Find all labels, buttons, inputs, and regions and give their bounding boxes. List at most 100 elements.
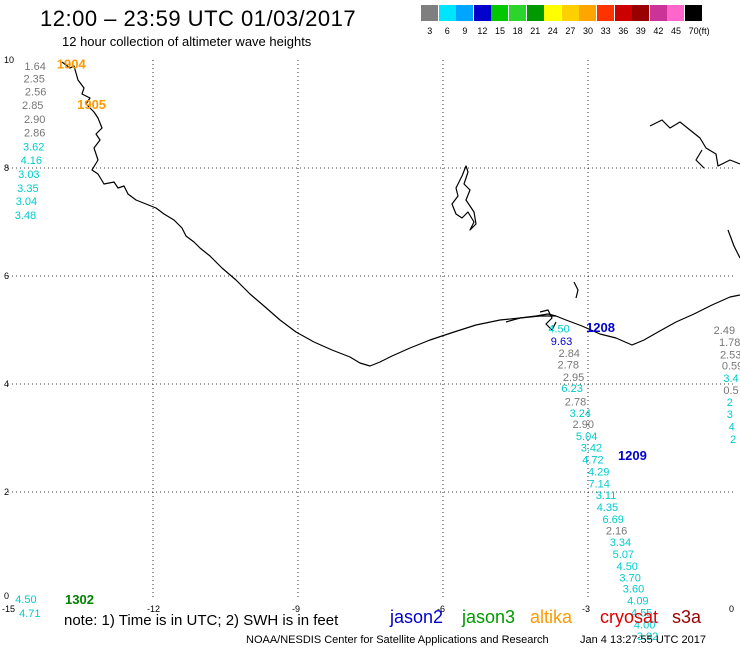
wave-reading: 6.69 <box>603 514 624 526</box>
wave-reading: 2.85 <box>22 100 43 112</box>
scale-swatch-12 <box>473 5 491 21</box>
y-tick-label: 2 <box>4 487 9 497</box>
wave-reading: 3.4 <box>723 373 738 385</box>
wave-reading: 3.03 <box>18 169 39 181</box>
wave-reading: 7.14 <box>588 478 609 490</box>
coastline-benin-fragments <box>695 149 705 169</box>
wave-reading: 2.95 <box>563 372 584 384</box>
wave-reading: 2.35 <box>23 73 44 85</box>
wave-reading: 4.72 <box>582 455 603 467</box>
pass-time-label: 1905 <box>77 97 106 112</box>
wave-reading: 4.09 <box>627 596 648 608</box>
wave-reading: 3.60 <box>623 584 644 596</box>
wave-reading: 3.70 <box>619 572 640 584</box>
wave-reading: 5.04 <box>576 431 597 443</box>
x-tick-label: -3 <box>582 604 590 614</box>
scale-swatch-24 <box>544 5 562 21</box>
scale-label-70: 70 <box>688 26 699 36</box>
scale-swatch-42 <box>649 5 667 21</box>
scale-label-6: 6 <box>444 26 450 36</box>
scale-swatch-70 <box>685 5 702 21</box>
scale-label-27: 27 <box>565 26 576 36</box>
y-tick-label: 4 <box>4 379 9 389</box>
wave-reading: 3.92 <box>637 631 658 643</box>
wave-reading: 6.23 <box>561 383 582 395</box>
scale-label-45: 45 <box>671 26 682 36</box>
wave-reading: 4.50 <box>15 594 36 606</box>
scale-swatch-36 <box>614 5 632 21</box>
wave-reading: 0.5 <box>723 385 738 397</box>
satellite-jason3: jason3 <box>462 607 516 627</box>
wave-reading: 3.11 <box>596 490 617 502</box>
wave-reading: 2.78 <box>558 360 579 372</box>
wave-reading: 3.42 <box>581 443 602 455</box>
wave-reading: 2 <box>730 434 736 446</box>
scale-swatch-6 <box>438 5 456 21</box>
credit: NOAA/NESDIS Center for Satellite Applica… <box>246 634 549 646</box>
wave-reading: 3 <box>727 409 733 421</box>
pass-time-labels: 1904 1905 1208 1209 1302 <box>57 56 647 607</box>
scale-swatch-18 <box>509 5 526 21</box>
wave-reading: 4.71 <box>19 608 40 620</box>
wave-reading: 1.64 <box>24 61 45 73</box>
wave-reading: 3.04 <box>16 196 37 208</box>
scale-swatch-9 <box>456 5 474 21</box>
note: note: 1) Time is in UTC; 2) SWH is in fe… <box>64 612 339 629</box>
pass-time-label: 1904 <box>57 56 87 71</box>
wave-reading: 4.55 <box>631 607 652 619</box>
wave-reading: 9.63 <box>551 336 572 348</box>
scale-label-18: 18 <box>512 26 523 36</box>
x-tick-label: -9 <box>292 604 300 614</box>
y-tick-label: 0 <box>4 591 9 601</box>
wave-reading: 2.90 <box>24 114 45 126</box>
scale-label-3: 3 <box>427 26 433 36</box>
pass-time-label: 1208 <box>586 320 615 335</box>
wave-reading: 4.35 <box>597 502 618 514</box>
wave-reading: 3.35 <box>17 183 38 195</box>
scale-swatch-39 <box>632 5 650 21</box>
scale-swatch-30 <box>579 5 597 21</box>
x-tick-label: -12 <box>147 604 160 614</box>
scale-label-9: 9 <box>462 26 468 36</box>
wave-reading: 4.00 <box>634 619 655 631</box>
coastline-east-fragment <box>727 229 740 259</box>
satellite-jason2: jason2 <box>390 607 444 627</box>
scale-label-15: 15 <box>495 26 506 36</box>
wave-reading: 4 <box>729 422 735 434</box>
wave-reading: 3.62 <box>23 141 44 153</box>
wave-reading: 2.84 <box>559 348 580 360</box>
coastline-lake-volta <box>451 165 477 231</box>
wave-reading: 2.16 <box>606 525 627 537</box>
y-tick-label: 6 <box>4 271 9 281</box>
x-tick-label: -6 <box>437 604 445 614</box>
scale-label-24: 24 <box>547 26 558 36</box>
scale-label-33: 33 <box>600 26 611 36</box>
scale-swatch-33 <box>597 5 614 21</box>
timestamp: Jan 4 13:27:55 UTC 2017 <box>580 634 706 646</box>
wave-reading: 3.34 <box>610 537 631 549</box>
satellite-cryosat: cryosat <box>600 607 659 627</box>
wave-reading: 0.59 <box>722 361 740 373</box>
wave-reading: 4.29 <box>588 466 609 478</box>
title: 12:00 – 23:59 UTC 01/03/2017 <box>40 6 357 31</box>
scale-unit: (ft) <box>698 26 710 36</box>
wave-reading: 2.56 <box>25 86 46 98</box>
scale-label-39: 39 <box>635 26 646 36</box>
wave-reading: 2.53 <box>720 349 740 361</box>
scale-label-12: 12 <box>477 26 488 36</box>
coastline-river-mouth <box>573 281 579 299</box>
map-grid <box>8 60 733 600</box>
x-tick-label: -15 <box>2 604 15 614</box>
wave-reading: 3.48 <box>15 210 36 222</box>
coastline <box>61 61 740 367</box>
wave-reading: 3.24 <box>570 408 591 420</box>
scale-swatch-3 <box>421 5 438 21</box>
satellite-altika: altika <box>530 607 573 627</box>
scale-label-42: 42 <box>653 26 664 36</box>
y-tick-label: 8 <box>4 163 9 173</box>
scale-label-21: 21 <box>530 26 541 36</box>
scale-label-30: 30 <box>583 26 594 36</box>
wave-reading: 2.49 <box>714 325 735 337</box>
pass-time-label: 1209 <box>618 448 647 463</box>
